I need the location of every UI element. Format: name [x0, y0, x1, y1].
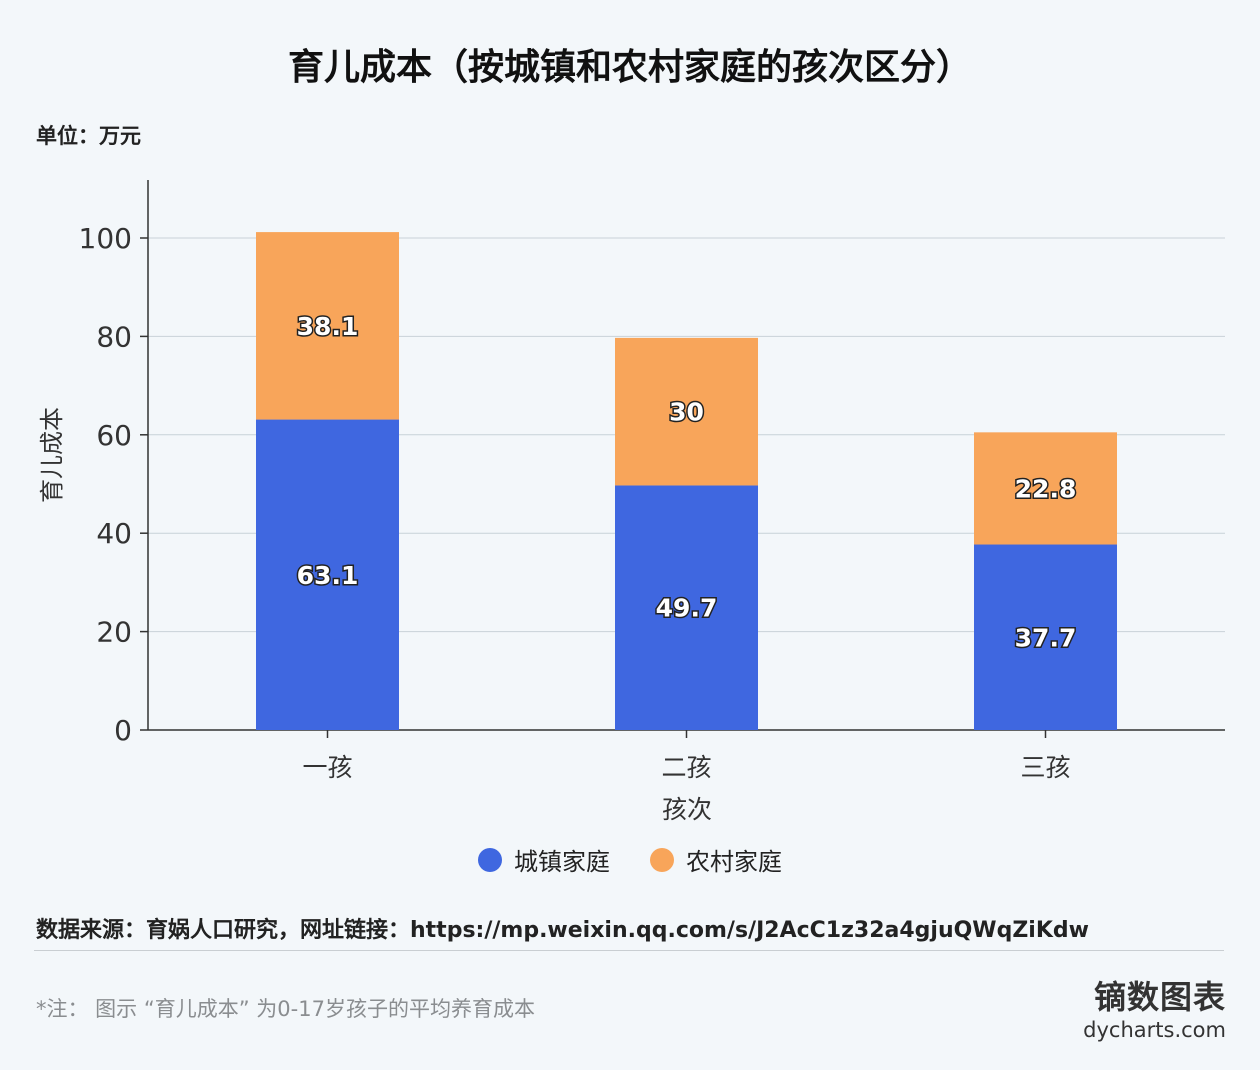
x-tick-label: 二孩	[661, 753, 711, 782]
data-label: 63.1	[297, 561, 359, 590]
legend-swatch-urban	[478, 847, 502, 872]
footnote: *注： 图示 “育儿成本” 为0-17岁孩子的平均养育成本	[36, 997, 535, 1021]
bar-segment	[974, 432, 1117, 545]
legend-item-rural[interactable]: 农村家庭	[650, 842, 782, 877]
x-axis-label: 孩次	[662, 795, 712, 824]
data-label: 37.7	[1015, 623, 1077, 652]
y-tick-label: 20	[96, 616, 132, 649]
brand-name: 镝数图表	[1093, 978, 1226, 1016]
data-label: 30	[669, 398, 704, 427]
x-tick-label: 一孩	[302, 753, 352, 782]
divider	[34, 950, 1224, 951]
legend-item-urban[interactable]: 城镇家庭	[478, 842, 610, 877]
unit-label: 单位：万元	[36, 124, 141, 148]
y-axis-label: 育儿成本	[38, 407, 66, 503]
y-tick-label: 100	[79, 222, 132, 255]
data-label: 38.1	[297, 312, 359, 341]
y-tick-label: 0	[114, 714, 132, 747]
bar-segment	[256, 232, 399, 420]
y-tick-label: 60	[96, 419, 132, 452]
bar-segment	[615, 337, 758, 486]
legend-label-urban: 城镇家庭	[514, 848, 610, 876]
y-tick-label: 40	[96, 517, 132, 550]
legend: 城镇家庭 农村家庭	[0, 842, 1260, 877]
bar-segment	[615, 485, 758, 730]
y-tick-label: 80	[96, 320, 132, 353]
data-label: 49.7	[656, 594, 718, 623]
bar-segment	[974, 544, 1117, 730]
brand-logo: 镝数图表 dycharts.com	[1083, 972, 1226, 1042]
data-source: 数据来源：育娲人口研究，网址链接：https://mp.weixin.qq.co…	[36, 918, 1089, 943]
bar-segment	[256, 419, 399, 730]
brand-url: dycharts.com	[1083, 1018, 1226, 1042]
legend-swatch-rural	[650, 847, 674, 872]
legend-label-rural: 农村家庭	[686, 848, 782, 876]
data-label: 22.8	[1015, 474, 1077, 503]
x-tick-label: 三孩	[1020, 753, 1070, 782]
chart-title: 育儿成本（按城镇和农村家庭的孩次区分）	[287, 47, 972, 88]
